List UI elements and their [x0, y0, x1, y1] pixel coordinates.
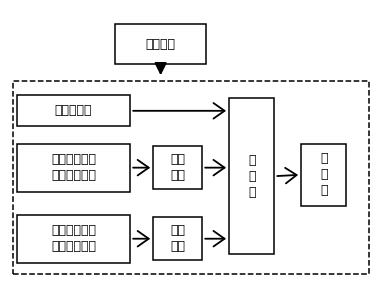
Bar — [16, 144, 130, 192]
Text: 显
示
器: 显 示 器 — [320, 152, 327, 197]
Bar — [16, 215, 130, 263]
Text: 供电单元: 供电单元 — [146, 38, 176, 51]
Text: 单
片
机: 单 片 机 — [248, 154, 256, 199]
Text: 温度传感器: 温度传感器 — [55, 104, 92, 117]
Bar — [153, 217, 202, 260]
Text: 氧化物半导体
式气体传感器: 氧化物半导体 式气体传感器 — [51, 224, 96, 253]
Bar — [16, 95, 130, 127]
Text: 催化燃烧式可
燃气体传感器: 催化燃烧式可 燃气体传感器 — [51, 153, 96, 182]
Bar — [301, 144, 346, 206]
Bar — [13, 81, 369, 274]
Text: 放大
电路: 放大 电路 — [170, 224, 185, 253]
Bar — [153, 146, 202, 189]
Bar — [115, 24, 206, 64]
Text: 放大
电路: 放大 电路 — [170, 153, 185, 182]
Bar — [229, 98, 274, 254]
